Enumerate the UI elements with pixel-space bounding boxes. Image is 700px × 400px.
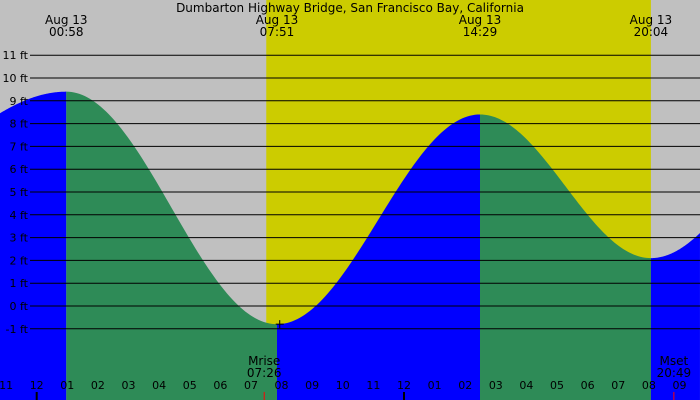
x-tick-label: 03 <box>489 379 503 392</box>
extreme-date-label: Aug 13 <box>459 13 502 27</box>
y-tick-label: 8 ft <box>10 118 29 131</box>
y-tick-label: 10 ft <box>3 72 29 85</box>
x-tick-label: 04 <box>152 379 166 392</box>
x-tick-label: 11 <box>366 379 380 392</box>
extreme-time-label: 07:51 <box>260 25 295 39</box>
moon-event-time: 07:26 <box>247 366 282 380</box>
y-tick-label: 7 ft <box>10 140 29 153</box>
x-tick-label: 05 <box>183 379 197 392</box>
y-tick-label: 2 ft <box>10 254 29 267</box>
x-tick-label: 08 <box>275 379 289 392</box>
extreme-time-label: 20:04 <box>634 25 669 39</box>
x-tick-label: 10 <box>336 379 350 392</box>
x-tick-label: 01 <box>428 379 442 392</box>
moon-event-time: 20:49 <box>657 366 692 380</box>
x-tick-label: 06 <box>213 379 227 392</box>
x-tick-label: 12 <box>397 379 411 392</box>
x-tick-label: 09 <box>305 379 319 392</box>
extreme-time-label: 00:58 <box>49 25 84 39</box>
x-tick-label: 03 <box>122 379 136 392</box>
rising-tide-area <box>650 233 700 400</box>
x-tick-label: 12 <box>30 379 44 392</box>
moon-event-label: Mset <box>660 354 689 368</box>
extreme-date-label: Aug 13 <box>630 13 673 27</box>
x-tick-label: 02 <box>458 379 472 392</box>
x-tick-label: 05 <box>550 379 564 392</box>
chart-title: Dumbarton Highway Bridge, San Francisco … <box>176 1 524 15</box>
y-tick-label: -1 ft <box>6 323 29 336</box>
x-tick-label: 07 <box>611 379 625 392</box>
y-tick-label: 4 ft <box>10 209 29 222</box>
extreme-date-label: Aug 13 <box>45 13 88 27</box>
y-tick-label: 11 ft <box>3 49 29 62</box>
y-tick-label: 9 ft <box>10 95 29 108</box>
y-tick-label: 5 ft <box>10 186 29 199</box>
moon-event-label: Mrise <box>248 354 280 368</box>
rising-tide-area <box>0 91 67 400</box>
x-tick-label: 01 <box>60 379 74 392</box>
x-tick-label: 04 <box>519 379 533 392</box>
x-tick-label: 11 <box>0 379 13 392</box>
y-tick-label: 1 ft <box>10 277 29 290</box>
x-tick-label: 02 <box>91 379 105 392</box>
x-tick-label: 06 <box>581 379 595 392</box>
x-tick-label: 07 <box>244 379 258 392</box>
y-tick-label: 3 ft <box>10 232 29 245</box>
y-tick-label: 0 ft <box>10 300 29 313</box>
x-tick-label: 08 <box>642 379 656 392</box>
y-tick-label: 6 ft <box>10 163 29 176</box>
x-tick-label: 09 <box>672 379 686 392</box>
extreme-time-label: 14:29 <box>463 25 498 39</box>
extreme-date-label: Aug 13 <box>256 13 299 27</box>
